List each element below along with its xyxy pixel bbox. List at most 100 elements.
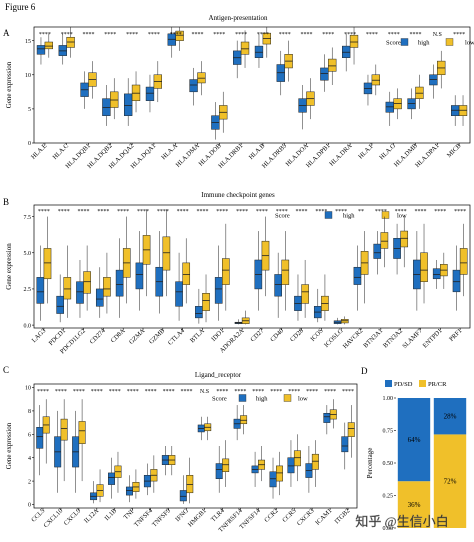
legend-swatch-high [324,211,333,219]
legend: Score high low [386,38,474,47]
legend-label-low: low [298,396,308,403]
panel-letter: D [361,366,368,376]
significance-label: **** [127,389,139,395]
significance-label: **** [344,32,356,38]
significance-label: **** [177,209,189,215]
significance-label: **** [322,32,334,38]
legend-swatch-pd-sd [385,380,392,387]
box-low [281,259,290,285]
significance-label: **** [216,209,228,215]
significance-label: **** [288,389,300,395]
significance-label: **** [256,209,268,215]
significance-label: **** [39,32,51,38]
box-low [103,277,111,297]
x-tick-label: ICOS [309,327,325,343]
box-high [179,490,187,502]
bar-label-pr-cr: 72% [444,478,457,486]
box-high [373,243,382,259]
box-high [287,457,295,474]
significance-label: **** [335,209,347,215]
box-low [222,458,230,472]
legend-label-high: high [343,213,355,220]
significance-label: **** [454,209,466,215]
significance-label: **** [375,209,387,215]
box-high [76,281,84,304]
box-high [135,262,144,290]
legend-swatch-low [445,38,454,46]
box-high [36,45,46,55]
box-high [56,295,64,314]
box-high [320,67,329,81]
plot-frame [33,383,358,509]
y-axis-label: Gene expression [5,422,13,469]
box-low [293,450,301,467]
box-low [311,453,319,470]
box-high [214,277,223,304]
x-tick-label: GZMA [128,327,147,346]
significance-label: **** [73,389,85,395]
x-tick-label: CD27 [249,327,265,343]
panel-title: Ligand_receptor [195,371,242,379]
significance-label: **** [157,209,169,215]
box-high [145,86,155,101]
y-tick-label: 1.00 [383,396,394,402]
significance-label: **** [270,389,282,395]
box-low [400,230,409,248]
plot-frame [33,204,471,329]
significance-label: **** [170,32,182,38]
significance-label: **** [148,32,160,38]
legend-label-pd-sd: PD/SD [394,381,413,388]
x-tick-label: TNFSF9 [151,507,172,528]
y-tick-label: 2.5 [24,287,32,293]
box-high [125,486,133,496]
significance-label: **** [306,389,318,395]
box-low [60,418,68,441]
panel-letter: B [3,197,9,207]
bar-label-pd-sd: 64% [408,436,421,444]
y-tick-label: 0 [28,503,31,509]
y-tick-label: 10 [25,73,31,79]
legend: PD/SD PR/CR [385,380,447,388]
significance-label: **** [324,389,336,395]
significance-label: **** [163,389,175,395]
significance-label: **** [296,209,308,215]
x-tick-label: HLA.DPA1 [414,142,441,169]
significance-label: **** [414,209,426,215]
significance-label: **** [234,389,246,395]
significance-label: **** [434,209,446,215]
significance-label: **** [78,209,90,215]
bar-segment-pr-cr [397,481,431,528]
box-high [195,306,203,319]
x-tick-label: HLA.DMA [175,142,201,168]
bar-segment-pd-sd [433,398,467,435]
panel-letter: A [3,28,10,38]
significance-label: **** [213,32,225,38]
y-tick-label: 4 [28,456,31,462]
y-axis-label: Gene expression [5,243,13,290]
box-high [115,269,124,297]
box-low [202,293,210,311]
bar-segment-pr-cr [433,434,467,528]
x-tick-label: HLA.A [160,142,179,161]
legend-label-pr-cr: PR/CR [428,381,447,388]
legend-label-low: low [465,40,474,47]
box-high [189,79,198,93]
significance-label: **** [145,389,157,395]
x-tick-label: HLA.G [378,142,397,161]
box-high [215,463,223,480]
significance-label: **** [410,32,422,38]
box-low [63,277,72,300]
x-tick-label: HMGB1 [187,507,208,528]
box-low [175,30,184,41]
y-tick-label: 0.25 [383,494,394,500]
significance-label: **** [395,209,407,215]
legend: Score high low [275,211,407,220]
x-tick-label: TLR4 [210,507,226,523]
significance-label: **** [192,32,204,38]
box-high [353,266,362,285]
y-tick-label: 8 [28,409,31,415]
x-tick-label: HAVCR2 [342,327,365,350]
significance-label: **** [126,32,138,38]
box-high [274,274,282,297]
box-low [380,232,389,249]
